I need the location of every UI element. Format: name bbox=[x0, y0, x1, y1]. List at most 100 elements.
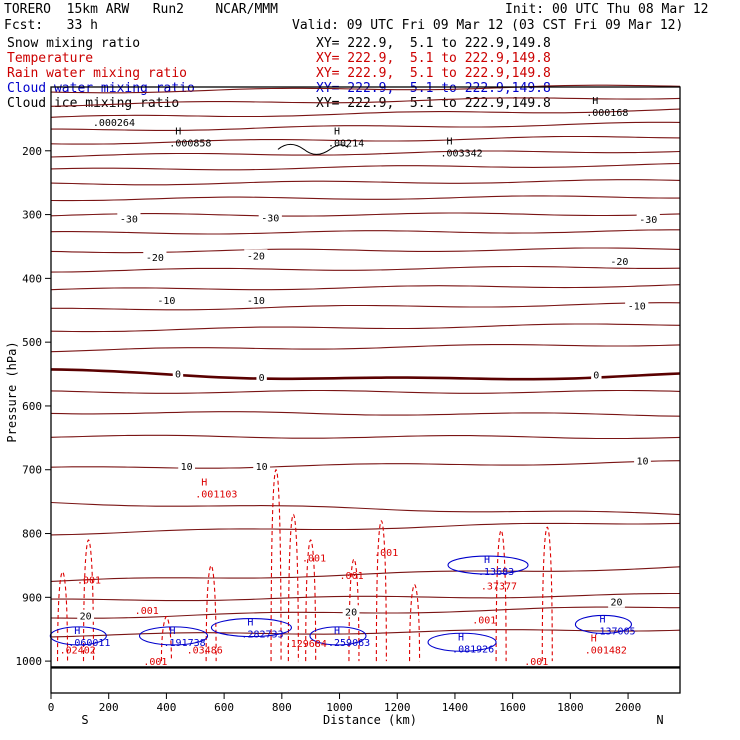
ice-value-label: .000168 bbox=[586, 108, 628, 119]
temperature-label: 10 bbox=[636, 457, 648, 468]
temperature-contour bbox=[50, 150, 681, 158]
rain-value-label: .001 bbox=[77, 575, 101, 586]
legend-rain-label: Rain water mixing ratio bbox=[7, 66, 188, 81]
rain-contour bbox=[541, 526, 553, 662]
legend-snow-label: Snow mixing ratio bbox=[7, 36, 141, 51]
rain-contour bbox=[409, 584, 421, 662]
ice-contour bbox=[277, 143, 349, 155]
temperature-label-bg bbox=[256, 371, 267, 384]
temperature-label: -10 bbox=[247, 296, 265, 307]
temperature-contour bbox=[51, 121, 681, 131]
temperature-contour bbox=[50, 265, 681, 273]
temperature-contour bbox=[50, 97, 681, 107]
cloud-water-value-max-marker: H bbox=[599, 614, 605, 625]
cloud-water-contour bbox=[427, 632, 497, 652]
rain-value-label: .001 bbox=[135, 606, 159, 617]
temperature-label-bg bbox=[253, 459, 271, 472]
temperature-label: 10 bbox=[181, 462, 193, 473]
temperature-label-bg bbox=[608, 595, 625, 608]
temperature-label: 20 bbox=[610, 598, 622, 609]
rain-value-label: .001 bbox=[524, 657, 548, 668]
rain-contour bbox=[82, 539, 95, 662]
x-tick-label: 800 bbox=[272, 701, 292, 714]
ice-value-label: .00214 bbox=[328, 138, 364, 149]
header-init: Init: 00 UTC Thu 08 Mar 12 bbox=[505, 2, 709, 17]
cloud-water-contour bbox=[309, 626, 367, 646]
temperature-contour bbox=[50, 108, 681, 118]
x-tick-label: 400 bbox=[156, 701, 176, 714]
legend-rain-xy: XY= 222.9, 5.1 to 222.9,149.8 bbox=[316, 66, 551, 81]
y-tick-label: 500 bbox=[22, 336, 42, 349]
temperature-label-bg bbox=[172, 367, 184, 380]
rain-value-label: .001 bbox=[374, 548, 398, 559]
y-tick-label: 200 bbox=[22, 145, 42, 158]
temperature-contour bbox=[50, 606, 680, 619]
rain-contour bbox=[495, 529, 507, 662]
temperature-contour bbox=[50, 179, 681, 186]
temperature-contour bbox=[50, 460, 681, 469]
x-tick-label: 600 bbox=[214, 701, 234, 714]
temperature-contour bbox=[50, 135, 681, 145]
x-tick-label: 2000 bbox=[615, 701, 642, 714]
temperature-label: -20 bbox=[610, 257, 628, 268]
rain-contour bbox=[305, 539, 317, 662]
cloud-water-contour bbox=[49, 626, 107, 646]
temperature-contour bbox=[50, 212, 681, 217]
x-tick-label: 1000 bbox=[326, 701, 353, 714]
rain-contour bbox=[270, 469, 282, 662]
temperature-label-bg bbox=[77, 609, 95, 622]
temperature-contour bbox=[50, 368, 681, 381]
temperature-contour bbox=[50, 522, 681, 536]
cloud-water-value-max-marker: H bbox=[247, 618, 253, 629]
rain-value-label: .001 bbox=[143, 657, 167, 668]
rain-value-label: .001482 bbox=[585, 646, 627, 657]
legend-snow-xy: XY= 222.9, 5.1 to 222.9,149.8 bbox=[316, 36, 551, 51]
y-tick-label: 700 bbox=[22, 464, 42, 477]
cloud-water-value-label: .282733 bbox=[241, 630, 283, 641]
temperature-label: 20 bbox=[80, 612, 92, 623]
temperature-label: -10 bbox=[628, 302, 646, 313]
rain-contour bbox=[205, 564, 217, 662]
temperature-label-bg bbox=[143, 251, 167, 264]
cloud-water-contour bbox=[210, 618, 292, 638]
ice-value-max-marker: H bbox=[334, 126, 340, 137]
y-tick-label: 400 bbox=[22, 272, 42, 285]
temperature-label-bg bbox=[342, 605, 360, 618]
y-tick-label: 800 bbox=[22, 528, 42, 541]
x-tick-label: 1800 bbox=[557, 701, 584, 714]
temperature-label-bg bbox=[117, 212, 141, 225]
header-valid: Valid: 09 UTC Fri 09 Mar 12 (03 CST Fri … bbox=[292, 18, 684, 33]
temperature-label: 0 bbox=[593, 371, 599, 382]
cloud-water-value-max-marker: H bbox=[484, 555, 490, 566]
x-tick-label: 1200 bbox=[384, 701, 411, 714]
rain-value-label: .001 bbox=[302, 554, 326, 565]
temperature-contour bbox=[51, 592, 680, 602]
temperature-label-bg bbox=[178, 459, 196, 472]
north-end-label: N bbox=[656, 713, 663, 727]
temperature-contour bbox=[50, 434, 681, 440]
rain-value-label: .001103 bbox=[195, 489, 237, 500]
cloud-water-value-label: .137005 bbox=[593, 626, 635, 637]
annotation-labels: -30 -30 -30 -20 -20 -20 -10 -10 -10 0 0 0 10 10 10 20 20… bbox=[60, 96, 660, 668]
temperature-contour bbox=[50, 389, 681, 394]
rain-value-label: .129684 bbox=[285, 639, 327, 650]
ice-value-max-marker: H bbox=[447, 137, 453, 148]
header-model: TORERO 15km ARW Run2 NCAR/MMM bbox=[4, 2, 278, 17]
cloud-water-value-label: .259063 bbox=[328, 638, 370, 649]
temperature-label-bg bbox=[244, 293, 268, 306]
x-tick-label: 1600 bbox=[499, 701, 526, 714]
rain-contour bbox=[375, 520, 387, 662]
cloud-water-value-label: .191738 bbox=[164, 638, 206, 649]
rain-value-max-marker: H bbox=[591, 634, 597, 645]
cloud-water-value-label: .13683 bbox=[478, 567, 514, 578]
x-tick-label: 200 bbox=[99, 701, 119, 714]
rain-value-label: .001 bbox=[472, 616, 496, 627]
temperature-contours bbox=[50, 84, 681, 638]
temperature-label-bg bbox=[634, 454, 651, 467]
temperature-contour bbox=[50, 162, 681, 171]
temperature-label-bg bbox=[154, 293, 179, 306]
cloud-water-contour bbox=[574, 614, 632, 634]
rain-value-label: .03486 bbox=[187, 646, 223, 657]
